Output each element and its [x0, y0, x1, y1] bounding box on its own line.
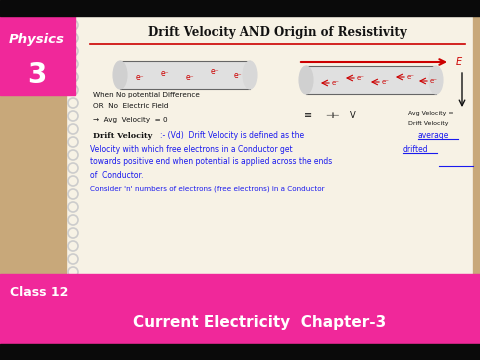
Text: Velocity with which free electrons in a Conductor get: Velocity with which free electrons in a … [90, 144, 293, 153]
Text: E: E [456, 57, 462, 67]
Text: e⁻: e⁻ [332, 80, 340, 86]
Bar [90, 50, 275, 130]
Text: Physics: Physics [9, 33, 65, 46]
Ellipse shape [299, 66, 313, 94]
Text: e⁻: e⁻ [407, 74, 415, 80]
Text: Drift Velocity AND Origin of Resistivity: Drift Velocity AND Origin of Resistivity [148, 26, 407, 39]
Text: Class 12: Class 12 [10, 285, 68, 298]
Text: V: V [350, 111, 356, 120]
Text: :- (Vd)  Drift Velocity is defined as the: :- (Vd) Drift Velocity is defined as the [160, 131, 304, 140]
Text: e⁻: e⁻ [161, 68, 169, 77]
Bar [278, 50, 470, 130]
Text: e⁻: e⁻ [382, 79, 390, 85]
Text: e⁻: e⁻ [357, 75, 365, 81]
Text: ≡: ≡ [304, 110, 312, 120]
Text: e⁻: e⁻ [136, 73, 144, 82]
Bar [0, 274, 480, 344]
Text: Consider 'n' numbers of electrons (free electrons) in a Conductor: Consider 'n' numbers of electrons (free … [90, 186, 324, 192]
Text: Drift Velocity: Drift Velocity [408, 121, 448, 126]
Text: Drift Velocity: Drift Velocity [94, 132, 153, 140]
Text: e⁻: e⁻ [211, 68, 219, 77]
Ellipse shape [243, 61, 257, 89]
Bar [90, 20, 465, 45]
Bar [306, 66, 436, 94]
Bar [0, 16, 75, 95]
Ellipse shape [429, 66, 443, 94]
Bar [68, 16, 472, 278]
Text: e⁻: e⁻ [234, 72, 242, 81]
Text: e⁻: e⁻ [430, 78, 438, 84]
Ellipse shape [113, 61, 127, 89]
Text: →  Avg  Velocity  = 0: → Avg Velocity = 0 [93, 117, 168, 123]
Text: average: average [418, 131, 449, 140]
Text: drifted: drifted [403, 144, 429, 153]
Bar [90, 130, 156, 143]
Text: OR  No  Electric Field: OR No Electric Field [93, 103, 168, 109]
Text: of  Conductor.: of Conductor. [90, 171, 144, 180]
Text: Current Electricity  Chapter-3: Current Electricity Chapter-3 [133, 315, 386, 329]
Bar [120, 61, 250, 89]
Text: Avg Velocity =: Avg Velocity = [408, 112, 454, 117]
Text: towards positive end when potential is applied across the ends: towards positive end when potential is a… [90, 158, 332, 166]
Text: 3: 3 [27, 61, 47, 89]
Bar [0, 0, 480, 16]
Text: When No potential Difference: When No potential Difference [93, 92, 200, 98]
Bar [0, 344, 480, 360]
Text: ⊣⊢: ⊣⊢ [326, 111, 340, 120]
Text: e⁻: e⁻ [186, 72, 194, 81]
